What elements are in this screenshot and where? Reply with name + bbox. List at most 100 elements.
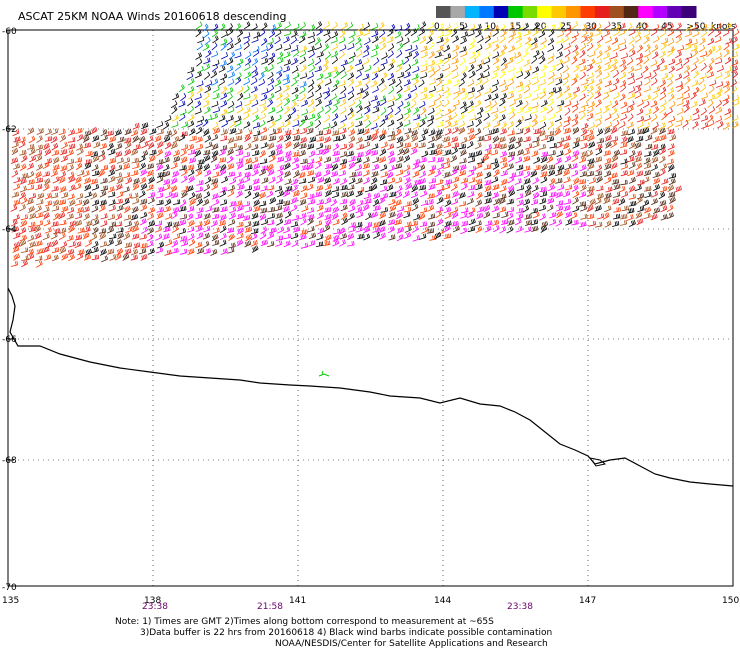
wind-barb: [242, 112, 250, 120]
wind-barb: [613, 191, 621, 198]
wind-barb: [634, 156, 642, 163]
wind-barb: [259, 99, 267, 107]
wind-barb: [636, 44, 643, 53]
wind-barb: [13, 176, 21, 184]
wind-barb: [125, 176, 133, 185]
wind-barb: [675, 120, 683, 127]
wind-barb: [396, 211, 403, 220]
wind-barb: [306, 121, 314, 129]
wind-barb: [619, 44, 627, 52]
wind-barb: [603, 150, 611, 156]
wind-barb: [290, 107, 297, 116]
wind-barb: [612, 69, 619, 78]
wind-barb: [555, 219, 563, 227]
wind-barb: [77, 169, 85, 177]
wind-barb: [580, 135, 588, 142]
wind-barb: [531, 55, 538, 64]
wind-barb: [172, 221, 180, 228]
wind-barb: [122, 253, 130, 261]
wind-barb: [324, 51, 331, 60]
wind-barb: [420, 65, 428, 73]
wind-barb: [635, 162, 643, 171]
wind-barb: [378, 36, 386, 44]
wind-barb: [724, 56, 732, 65]
wind-barb: [67, 171, 75, 179]
wind-barb: [419, 119, 426, 128]
wind-barb: [516, 193, 524, 200]
wind-barb: [539, 213, 546, 221]
wind-barb: [340, 115, 348, 123]
wind-barb: [436, 121, 444, 128]
longitude-labels: 135 138 141 144 147 150: [2, 596, 739, 606]
wind-barb: [724, 112, 732, 120]
wind-barb: [253, 31, 261, 39]
wind-barb: [197, 115, 205, 123]
wind-barb: [315, 21, 323, 30]
wind-barb: [516, 56, 523, 65]
wind-barb: [651, 92, 659, 101]
wind-barb: [267, 206, 275, 213]
wind-barb: [644, 151, 652, 157]
wind-barb: [589, 198, 596, 207]
wind-barb: [82, 135, 90, 143]
wind-barb: [316, 27, 323, 36]
wind-barb: [146, 163, 154, 170]
wind-barb: [548, 71, 555, 80]
wind-barb: [451, 220, 459, 227]
wind-barb: [396, 205, 405, 212]
wind-barb: [643, 85, 651, 93]
wind-barb: [92, 155, 100, 163]
wind-barb: [316, 233, 324, 241]
wind-barb: [108, 199, 116, 206]
wind-barb: [540, 23, 547, 32]
colorbar-swatch: [479, 6, 495, 18]
wind-barb: [389, 191, 397, 198]
wind-barb: [162, 233, 170, 240]
wind-barb: [107, 214, 115, 221]
wind-barb: [362, 73, 370, 81]
wind-barb: [227, 184, 235, 192]
wind-barb: [211, 122, 219, 130]
wind-barb: [300, 242, 309, 249]
wind-barb: [563, 85, 571, 94]
lat-label: -64: [2, 225, 17, 235]
wind-barb: [13, 183, 21, 191]
wind-barb: [394, 107, 401, 116]
wind-barb: [373, 205, 381, 211]
wind-barb: [716, 81, 724, 88]
wind-barb: [611, 178, 620, 185]
wind-barb: [484, 225, 492, 233]
wind-barb: [212, 163, 220, 171]
wind-barb: [323, 122, 331, 130]
wind-barb: [428, 129, 436, 137]
wind-barb: [451, 28, 458, 38]
wind-barb: [251, 58, 259, 66]
wind-barb: [138, 190, 146, 198]
wind-barb: [531, 113, 538, 123]
wind-barb: [324, 91, 331, 100]
wind-barb: [684, 76, 691, 85]
wind-barb: [706, 23, 714, 32]
wind-barb: [219, 59, 227, 67]
wind-barb: [554, 115, 562, 123]
wind-barb: [395, 93, 402, 101]
wind-barb: [492, 65, 500, 73]
wind-barb: [282, 65, 290, 73]
wind-barb: [196, 86, 203, 95]
wind-barb: [362, 203, 370, 212]
wind-barb: [220, 100, 228, 108]
wind-barb: [412, 106, 420, 115]
wind-barb: [204, 106, 211, 115]
wind-barb: [722, 28, 730, 37]
wind-barb: [483, 211, 491, 219]
wind-barb: [452, 176, 460, 183]
wind-barb: [44, 192, 53, 200]
wind-barb: [658, 191, 666, 200]
wind-barb: [242, 201, 250, 207]
wind-barb: [658, 58, 665, 66]
wind-barb: [195, 136, 203, 143]
wind-barb: [610, 64, 617, 73]
wind-barb: [203, 154, 211, 163]
wind-barb: [434, 51, 442, 58]
wind-barb: [370, 50, 378, 58]
